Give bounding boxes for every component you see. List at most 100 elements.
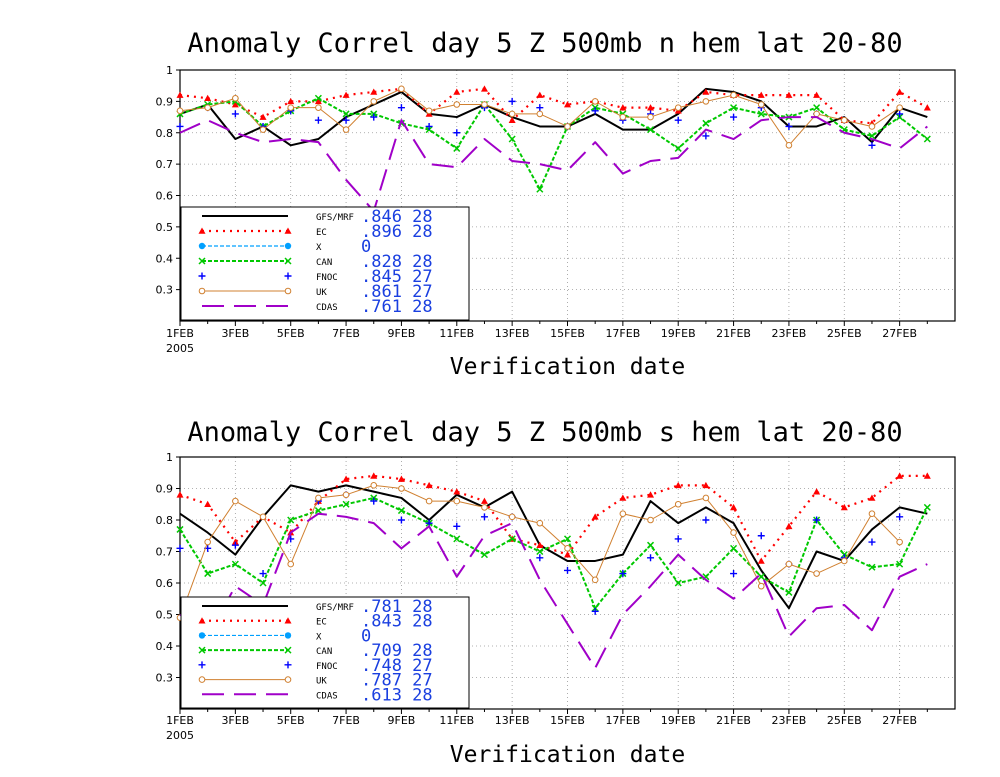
series-cdas-line xyxy=(179,116,928,213)
x-tick-label: 5FEB xyxy=(277,714,305,727)
series-can-point xyxy=(785,588,793,596)
legend-item: EC .896 28 xyxy=(198,222,433,242)
series-uk-point xyxy=(481,101,488,108)
series-fnoc-point xyxy=(480,513,488,521)
series-uk-point xyxy=(232,94,239,102)
series-uk-point xyxy=(398,85,405,93)
legend-item: GFS/MRF .781 28 xyxy=(202,597,433,617)
series-uk-point xyxy=(619,510,627,518)
y-tick-label: 0.8 xyxy=(156,514,174,527)
series-ec-point xyxy=(564,101,571,108)
series-uk-point xyxy=(508,110,516,118)
series-uk-point xyxy=(591,98,599,105)
legend-label: CDAS xyxy=(316,691,338,701)
legend-label: EC xyxy=(316,618,327,628)
series-gfs-mrf-line xyxy=(179,484,928,610)
series-ec-point xyxy=(923,472,931,479)
legend-stat: .613 28 xyxy=(361,685,433,705)
series-uk-point xyxy=(398,485,405,492)
legend-item: UK .861 27 xyxy=(198,282,433,302)
series-uk-point xyxy=(425,497,433,505)
legend-point xyxy=(284,646,292,654)
y-tick-label: 0.9 xyxy=(156,95,174,108)
series-uk-point xyxy=(508,513,516,521)
y-tick-label: 0.3 xyxy=(156,284,174,297)
series-can-point xyxy=(923,135,931,143)
series-can-point xyxy=(259,579,267,587)
series-fnoc-point xyxy=(896,513,904,521)
series-ec-point xyxy=(730,503,738,511)
series-can-point xyxy=(868,563,876,571)
legend-box xyxy=(180,596,470,709)
series-ec-point xyxy=(259,113,267,120)
y-tick-label: 0.9 xyxy=(156,483,174,496)
series-can-point xyxy=(868,132,876,140)
legend-point xyxy=(198,227,206,234)
series-ec-point xyxy=(342,91,350,98)
x-tick-label: 13FEB xyxy=(495,327,530,340)
x-tick-label: 21FEB xyxy=(716,714,751,727)
x-tick-label: 17FEB xyxy=(605,327,640,340)
series-ec-point xyxy=(314,97,322,105)
series-fnoc-point xyxy=(176,122,184,130)
legend-point xyxy=(198,257,206,265)
y-tick-label: 0.7 xyxy=(156,546,174,559)
legend-stat: .761 28 xyxy=(361,297,433,317)
series-uk-point xyxy=(425,107,433,115)
series-can-point xyxy=(508,535,516,543)
series-fnoc-point xyxy=(868,538,876,546)
series-ec-point xyxy=(591,513,599,520)
legend-point xyxy=(284,272,292,280)
series-can-point xyxy=(342,500,350,508)
series-fnoc-point xyxy=(757,532,765,540)
legend-item: FNOC .845 27 xyxy=(198,267,433,287)
series-fnoc-point xyxy=(591,607,599,615)
series-can-point xyxy=(647,126,655,134)
series-ec-point xyxy=(868,494,876,501)
series-ec-point xyxy=(453,88,461,95)
legend-point xyxy=(198,661,206,669)
series-uk-point xyxy=(536,110,544,118)
series-ec-point xyxy=(508,116,516,123)
legend-item: GFS/MRF .846 28 xyxy=(202,207,433,227)
series-can-point xyxy=(176,525,184,533)
series-ec-point xyxy=(342,475,350,482)
series-can-point xyxy=(231,560,239,568)
series-can-line xyxy=(179,97,928,191)
series-uk-point xyxy=(730,91,737,99)
series-can-point xyxy=(536,547,544,556)
y-tick-label: 0.3 xyxy=(156,672,174,685)
series-fnoc-point xyxy=(370,497,378,505)
series-uk-point xyxy=(840,557,848,565)
x-tick-label: 23FEB xyxy=(772,327,807,340)
series-gfs-mrf xyxy=(179,87,928,147)
series-uk-point xyxy=(342,126,350,133)
legend-label: EC xyxy=(316,228,327,238)
x-tick-label: 25FEB xyxy=(827,327,862,340)
series-ec-point xyxy=(536,541,544,548)
series-fnoc-point xyxy=(702,516,710,524)
series-fnoc-point xyxy=(647,554,655,562)
legend-point xyxy=(284,227,292,234)
legend-point xyxy=(198,676,206,683)
legend-stat: 0 xyxy=(361,237,371,257)
y-tick-label: 0.6 xyxy=(156,577,174,590)
series-uk-point xyxy=(896,104,903,111)
y-tick-label: 0.7 xyxy=(156,158,174,171)
series-uk-point xyxy=(702,494,710,502)
series-ec-point xyxy=(647,104,655,111)
series-can-point xyxy=(480,551,488,559)
y-tick-label: 0.6 xyxy=(156,190,174,203)
series-uk-point xyxy=(647,516,654,524)
x-tick-label: 15FEB xyxy=(550,714,585,727)
series-fnoc-point xyxy=(619,570,627,578)
series-can-point xyxy=(342,110,350,118)
legend-point xyxy=(198,242,206,250)
series-uk-point xyxy=(785,560,793,568)
chart-title: Anomaly Correl day 5 Z 500mb s hem lat 2… xyxy=(187,417,902,448)
series-uk-point xyxy=(674,500,682,508)
series-fnoc-point xyxy=(370,113,378,121)
series-fnoc-point xyxy=(868,141,876,149)
